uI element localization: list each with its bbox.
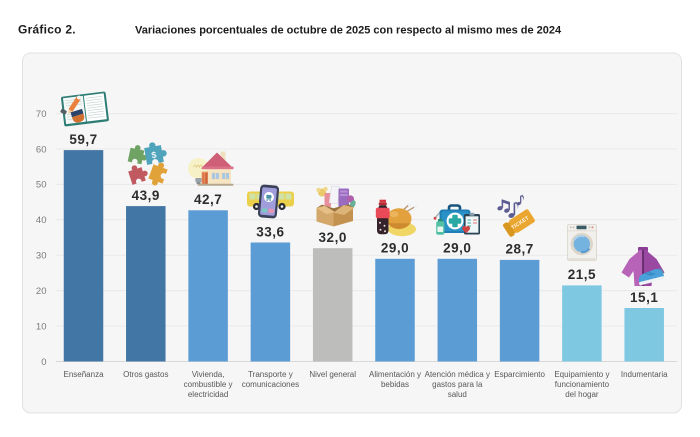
- svg-text:combustible y: combustible y: [184, 380, 233, 389]
- svg-text:Enseñanza: Enseñanza: [63, 370, 104, 379]
- svg-text:21,5: 21,5: [568, 267, 596, 282]
- svg-text:electricidad: electricidad: [188, 390, 228, 399]
- svg-text:gastos para la: gastos para la: [432, 380, 483, 389]
- svg-text:$: $: [151, 150, 158, 161]
- svg-text:bebidas: bebidas: [381, 380, 409, 389]
- svg-text:Atención médica y: Atención médica y: [425, 370, 490, 379]
- svg-text:Transporte y: Transporte y: [248, 370, 293, 379]
- svg-text:29,0: 29,0: [381, 241, 409, 256]
- svg-text:del hogar: del hogar: [565, 390, 599, 399]
- svg-text:70: 70: [36, 109, 47, 120]
- svg-text:Vivienda,: Vivienda,: [192, 370, 225, 379]
- svg-text:Esparcimiento: Esparcimiento: [494, 370, 545, 379]
- svg-text:10: 10: [36, 321, 47, 332]
- svg-text:42,7: 42,7: [194, 192, 222, 207]
- svg-text:Alimentación y: Alimentación y: [369, 370, 421, 379]
- svg-text:Indumentaria: Indumentaria: [621, 370, 668, 379]
- svg-text:Gráfico 2.: Gráfico 2.: [18, 23, 76, 37]
- svg-text:comunicaciones: comunicaciones: [242, 380, 299, 389]
- svg-text:33,6: 33,6: [256, 224, 284, 239]
- svg-text:funcionamiento: funcionamiento: [555, 380, 610, 389]
- svg-text:50: 50: [36, 180, 47, 191]
- svg-text:salud: salud: [448, 390, 467, 399]
- svg-text:59,7: 59,7: [69, 132, 97, 147]
- svg-text:20: 20: [36, 286, 47, 297]
- svg-text:30: 30: [36, 251, 47, 262]
- svg-text:60: 60: [36, 144, 47, 155]
- svg-text:32,0: 32,0: [319, 230, 347, 245]
- svg-text:40: 40: [36, 215, 47, 226]
- svg-text:43,9: 43,9: [132, 188, 160, 203]
- svg-text:Nivel general: Nivel general: [309, 370, 356, 379]
- svg-text:Otros gastos: Otros gastos: [123, 370, 168, 379]
- svg-text:Equipamiento y: Equipamiento y: [554, 370, 609, 379]
- svg-text:29,0: 29,0: [443, 241, 471, 256]
- svg-text:28,7: 28,7: [505, 242, 533, 257]
- svg-text:0: 0: [41, 357, 46, 368]
- svg-text:Variaciones porcentuales de oc: Variaciones porcentuales de octubre de 2…: [135, 25, 562, 37]
- svg-text:15,1: 15,1: [630, 290, 658, 305]
